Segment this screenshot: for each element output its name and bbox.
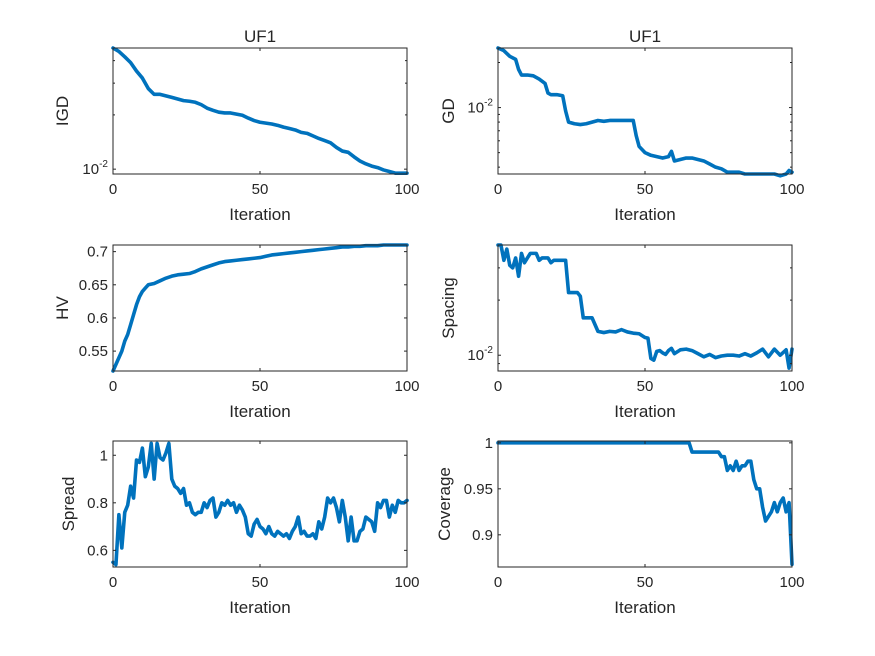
y-tick-label: 0.95: [464, 481, 493, 498]
x-tick-label: 0: [494, 181, 502, 198]
y-tick-label: 0.7: [87, 244, 108, 261]
y-tick-label: 0.8: [87, 495, 108, 512]
y-tick-label: 1: [100, 447, 108, 464]
x-axis-label: Iteration: [614, 402, 675, 421]
series-line: [496, 46, 794, 178]
y-tick-label: 1: [485, 435, 493, 452]
x-tick-label: 0: [494, 378, 502, 395]
x-tick-label: 100: [779, 378, 804, 395]
x-tick-label: 100: [394, 574, 419, 591]
subplot-coverage: Coverage Iteration 0 50 100 0.9 0.95 1: [435, 435, 805, 617]
x-tick-label: 0: [494, 574, 502, 591]
y-tick-label: 0.55: [79, 343, 108, 360]
subplot-gd: UF1 GD Iteration 0 50 100 10-2: [439, 27, 805, 224]
x-axis-label: Iteration: [614, 598, 675, 617]
x-tick-label: 100: [779, 574, 804, 591]
x-tick-label: 50: [637, 378, 654, 395]
x-tick-label: 50: [252, 181, 269, 198]
x-tick-label: 100: [394, 378, 419, 395]
x-tick-label: 0: [109, 574, 117, 591]
x-tick-label: 0: [109, 378, 117, 395]
y-axis-label: IGD: [53, 96, 72, 126]
x-tick-label: 50: [252, 574, 269, 591]
y-tick-label: 0.65: [79, 277, 108, 294]
subplot-title: UF1: [629, 27, 661, 46]
y-tick-label: 0.6: [87, 542, 108, 559]
x-tick-label: 50: [637, 574, 654, 591]
x-tick-label: 0: [109, 181, 117, 198]
y-axis-label: Spread: [59, 477, 78, 532]
subplot-spacing: Spacing Iteration 0 50 100 10-2: [439, 243, 805, 421]
series-line: [111, 46, 409, 175]
subplot-hv: HV Iteration 0 50 100 0.55 0.6 0.65 0.7: [53, 243, 420, 421]
y-tick-label: 0.9: [472, 527, 493, 544]
y-axis-label: HV: [53, 296, 72, 320]
series-line: [496, 243, 794, 370]
y-tick-label: 10-2: [82, 159, 108, 178]
x-axis-label: Iteration: [614, 205, 675, 224]
series-line: [496, 441, 794, 567]
y-tick-label: 10-2: [467, 345, 493, 364]
series-line: [111, 441, 409, 567]
y-axis-label: GD: [439, 98, 458, 124]
x-axis-label: Iteration: [229, 402, 290, 421]
x-tick-label: 50: [637, 181, 654, 198]
x-tick-label: 100: [394, 181, 419, 198]
series-line: [111, 243, 409, 373]
subplot-igd: UF1 IGD Iteration 0 50 100 10-2: [53, 27, 420, 224]
subplot-spread: Spread Iteration 0 50 100 0.6 0.8 1: [59, 440, 420, 617]
x-tick-label: 50: [252, 378, 269, 395]
x-tick-label: 100: [779, 181, 804, 198]
y-tick-label: 10-2: [467, 98, 493, 117]
y-tick-label: 0.6: [87, 310, 108, 327]
y-axis-label: Spacing: [439, 277, 458, 338]
x-axis-label: Iteration: [229, 205, 290, 224]
x-axis-label: Iteration: [229, 598, 290, 617]
subplot-title: UF1: [244, 27, 276, 46]
y-axis-label: Coverage: [435, 467, 454, 541]
